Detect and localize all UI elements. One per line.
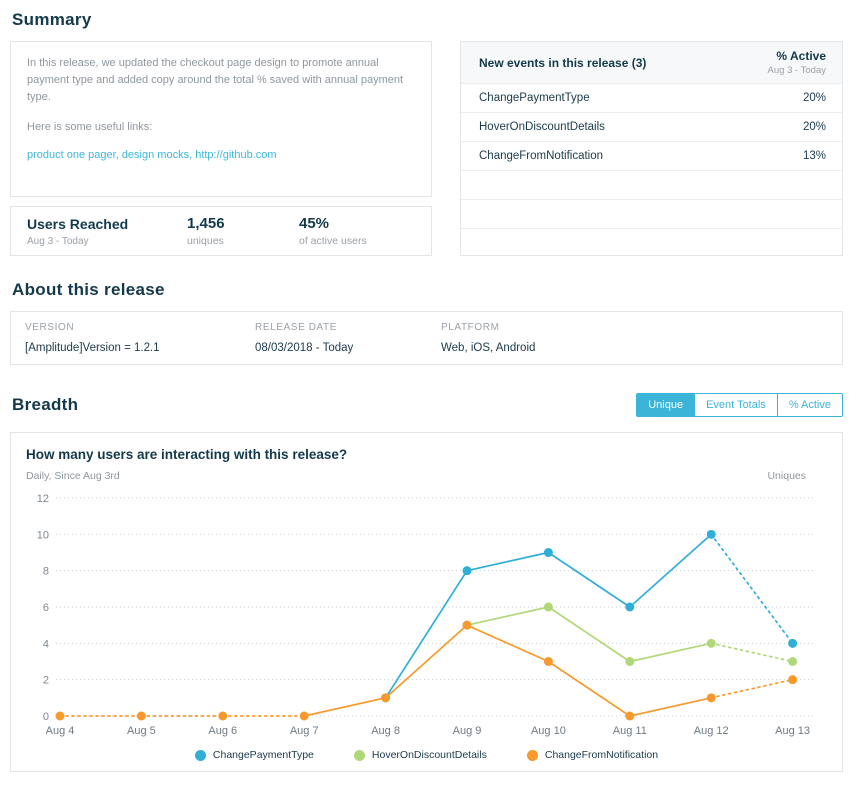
table-row[interactable]: ChangePaymentType 20%: [461, 83, 842, 112]
platform-value: Web, iOS, Android: [441, 342, 536, 354]
svg-text:Aug 4: Aug 4: [46, 725, 75, 737]
link-design-mocks[interactable]: design mocks: [121, 149, 190, 162]
link-separator: ,: [189, 149, 196, 162]
legend-item-hover-on-discount-details[interactable]: HoverOnDiscountDetails: [353, 749, 487, 761]
new-events-table-header: New events in this release (3) % Active …: [461, 42, 842, 83]
svg-text:6: 6: [43, 602, 49, 614]
legend-dot-icon: [353, 749, 365, 761]
event-name: ChangePaymentType: [479, 92, 590, 104]
chart-unit-label: Uniques: [767, 470, 806, 482]
event-percent-active: 20%: [802, 92, 826, 104]
svg-text:Aug 12: Aug 12: [694, 725, 729, 737]
summary-heading: Summary: [12, 10, 92, 29]
svg-text:Aug 7: Aug 7: [290, 725, 319, 737]
svg-text:Aug 5: Aug 5: [127, 725, 156, 737]
event-percent-active: 13%: [802, 150, 826, 162]
breadth-chart-card: How many users are interacting with this…: [10, 432, 843, 772]
breadth-header: Breadth Unique Event Totals % Active: [10, 391, 843, 419]
svg-text:Aug 11: Aug 11: [613, 725, 647, 737]
uniques-value: 1,456: [187, 215, 225, 232]
tab-event-totals[interactable]: Event Totals: [694, 394, 777, 416]
table-row-empty: [461, 228, 842, 257]
table-row-empty: [461, 199, 842, 228]
legend-item-change-from-notification[interactable]: ChangeFromNotification: [526, 749, 658, 761]
svg-text:4: 4: [43, 638, 49, 650]
svg-text:12: 12: [37, 493, 49, 505]
release-date-label: RELEASE DATE: [255, 322, 338, 333]
percent-active-column-header: % Active Aug 3 - Today: [767, 49, 826, 76]
users-reached-date-range: Aug 3 - Today: [27, 235, 89, 247]
percent-active-label: of active users: [299, 235, 367, 247]
legend-dot-icon: [194, 749, 206, 761]
link-product-one-pager[interactable]: product one pager: [27, 149, 116, 162]
breadth-line-chart[interactable]: 0 2 4 6 8 10 12 Aug 4 Aug 5 Aug 6 Aug 7 Aug 8 Aug 9 A…: [11, 482, 842, 742]
platform-label: PLATFORM: [441, 322, 500, 333]
percent-active-metric: 45% of active users: [299, 215, 411, 247]
version-value: [Amplitude]Version = 1.2.1: [25, 342, 160, 354]
breadth-tab-group: Unique Event Totals % Active: [636, 393, 843, 417]
new-events-title: New events in this release (3): [479, 55, 647, 70]
chart-title: How many users are interacting with this…: [26, 447, 348, 462]
version-label: VERSION: [25, 322, 75, 333]
useful-links-intro: Here is some useful links:: [27, 121, 153, 134]
event-percent-active: 20%: [802, 121, 826, 133]
svg-text:Aug 8: Aug 8: [371, 725, 400, 737]
breadth-heading: Breadth: [12, 395, 79, 414]
percent-active-value: 45%: [299, 215, 330, 232]
legend-item-change-payment-type[interactable]: ChangePaymentType: [194, 749, 314, 761]
uniques-label: uniques: [187, 235, 224, 247]
svg-text:10: 10: [37, 529, 49, 541]
tab-percent-active[interactable]: % Active: [776, 394, 842, 416]
summary-left-column: In this release, we updated the checkout…: [10, 41, 432, 256]
new-events-table: New events in this release (3) % Active …: [460, 41, 843, 256]
users-reached-card: Users Reached Aug 3 - Today 1,456 unique…: [10, 206, 432, 256]
tab-unique[interactable]: Unique: [637, 394, 695, 416]
svg-text:Aug 13: Aug 13: [775, 725, 810, 737]
release-date-value: 08/03/2018 - Today: [255, 342, 354, 354]
svg-text:Aug 6: Aug 6: [208, 725, 237, 737]
svg-text:Aug 10: Aug 10: [531, 725, 566, 737]
summary-section: In this release, we updated the checkout…: [10, 41, 843, 256]
legend-dot-icon: [526, 749, 538, 761]
release-notes-card: In this release, we updated the checkout…: [10, 41, 432, 197]
chart-subtitle-row: Daily, Since Aug 3rd Uniques: [26, 470, 806, 482]
about-heading: About this release: [12, 280, 165, 299]
table-row[interactable]: HoverOnDiscountDetails 20%: [461, 112, 842, 141]
table-row[interactable]: ChangeFromNotification 13%: [461, 141, 842, 170]
uniques-metric: 1,456 uniques: [187, 215, 299, 247]
svg-text:0: 0: [43, 711, 49, 723]
platform-field: PLATFORM Web, iOS, Android: [441, 322, 535, 354]
link-github[interactable]: http://github.com: [195, 149, 277, 162]
event-name: HoverOnDiscountDetails: [479, 121, 605, 133]
version-field: VERSION [Amplitude]Version = 1.2.1: [25, 322, 255, 354]
chart-legend: ChangePaymentType HoverOnDiscountDetails…: [11, 749, 842, 761]
svg-text:Aug 9: Aug 9: [453, 725, 482, 737]
svg-text:8: 8: [43, 566, 49, 578]
useful-links: product one pager, design mocks, http://…: [27, 149, 415, 161]
release-report-page: Summary In this release, we updated the …: [10, 10, 843, 772]
users-reached-title-block: Users Reached Aug 3 - Today: [27, 216, 187, 247]
about-release-card: VERSION [Amplitude]Version = 1.2.1 RELEA…: [10, 311, 843, 365]
svg-text:2: 2: [43, 675, 49, 687]
release-date-field: RELEASE DATE 08/03/2018 - Today: [255, 322, 441, 354]
link-separator: ,: [115, 149, 122, 162]
chart-subtitle: Daily, Since Aug 3rd: [26, 470, 120, 482]
release-notes-paragraph: In this release, we updated the checkout…: [27, 57, 404, 104]
users-reached-title: Users Reached: [27, 215, 129, 232]
table-row-empty: [461, 170, 842, 199]
event-name: ChangeFromNotification: [479, 150, 604, 162]
